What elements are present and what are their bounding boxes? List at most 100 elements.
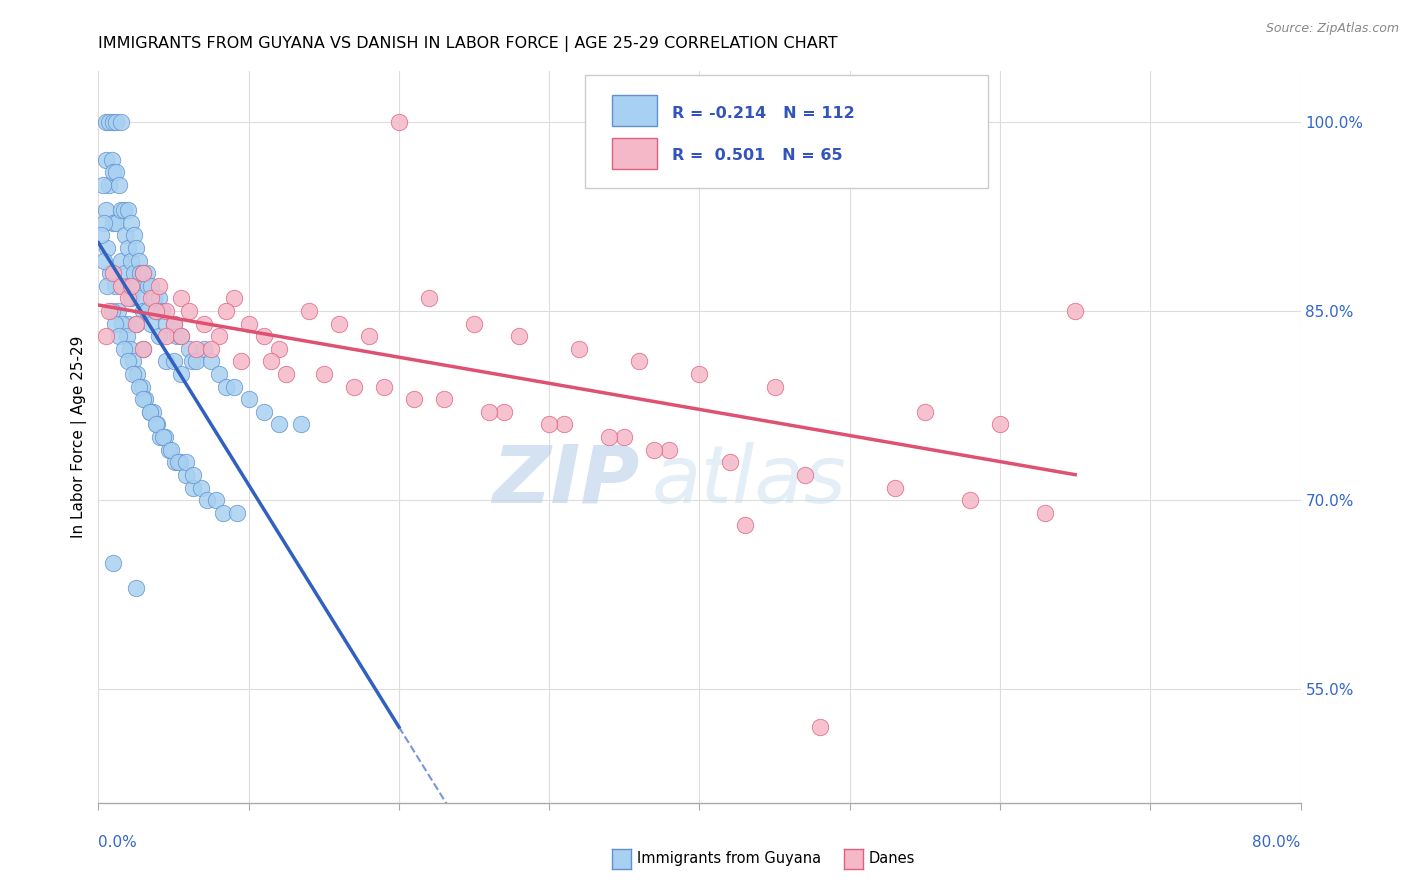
Point: [553, 417, 575, 432]
Point: [136, 278, 159, 293]
Point: [568, 342, 591, 356]
Point: [145, 304, 167, 318]
Point: [139, 317, 162, 331]
Point: [328, 317, 350, 331]
Point: [117, 241, 139, 255]
Point: [108, 329, 131, 343]
Point: [148, 278, 170, 293]
Text: Immigrants from Guyana: Immigrants from Guyana: [637, 852, 821, 866]
Point: [153, 430, 176, 444]
Point: [107, 304, 129, 318]
Point: [628, 354, 651, 368]
Point: [181, 481, 204, 495]
Point: [118, 342, 141, 356]
Point: [290, 417, 312, 432]
Point: [193, 342, 215, 356]
Point: [139, 291, 162, 305]
Point: [148, 291, 170, 305]
Point: [121, 278, 143, 293]
Point: [174, 455, 197, 469]
Point: [101, 153, 124, 167]
Point: [177, 342, 200, 356]
Point: [121, 291, 143, 305]
Point: [181, 467, 204, 482]
Point: [127, 367, 149, 381]
Point: [94, 153, 117, 167]
Text: atlas: atlas: [651, 442, 846, 520]
Point: [157, 442, 180, 457]
Point: [117, 317, 139, 331]
Point: [134, 392, 156, 407]
Point: [184, 342, 207, 356]
Point: [132, 392, 155, 407]
Point: [883, 481, 905, 495]
Point: [111, 317, 134, 331]
Point: [212, 506, 235, 520]
Point: [478, 405, 501, 419]
Point: [162, 354, 184, 368]
Point: [94, 203, 117, 218]
Text: Danes: Danes: [869, 852, 915, 866]
Text: R =  0.501   N = 65: R = 0.501 N = 65: [672, 148, 842, 163]
Point: [145, 417, 167, 432]
Point: [298, 304, 321, 318]
Point: [132, 266, 155, 280]
Point: [125, 278, 148, 293]
Point: [808, 720, 831, 734]
Point: [208, 329, 231, 343]
Point: [128, 253, 150, 268]
Point: [146, 417, 169, 432]
Point: [145, 304, 167, 318]
Point: [103, 115, 125, 129]
Point: [96, 278, 118, 293]
Point: [167, 455, 190, 469]
Point: [658, 442, 681, 457]
Point: [200, 342, 222, 356]
Point: [112, 342, 135, 356]
Point: [763, 379, 786, 393]
Point: [184, 354, 207, 368]
Point: [718, 455, 741, 469]
Point: [231, 354, 253, 368]
Point: [433, 392, 456, 407]
Point: [138, 405, 160, 419]
Point: [100, 266, 122, 280]
Point: [125, 582, 148, 596]
Point: [253, 405, 276, 419]
Point: [170, 329, 193, 343]
Point: [135, 304, 157, 318]
Point: [112, 203, 135, 218]
Point: [959, 493, 981, 508]
Point: [200, 354, 222, 368]
Point: [94, 329, 117, 343]
Point: [90, 228, 112, 243]
Text: 80.0%: 80.0%: [1253, 836, 1301, 850]
Point: [132, 342, 155, 356]
Point: [114, 228, 136, 243]
Point: [139, 278, 162, 293]
Point: [215, 379, 238, 393]
Point: [124, 266, 146, 280]
Point: [170, 291, 193, 305]
Point: [141, 405, 163, 419]
Point: [97, 115, 120, 129]
Point: [128, 379, 150, 393]
Point: [166, 329, 188, 343]
Point: [204, 493, 226, 508]
Point: [117, 203, 139, 218]
Point: [1033, 506, 1056, 520]
Point: [538, 417, 561, 432]
Point: [128, 291, 150, 305]
Point: [643, 442, 665, 457]
Point: [125, 317, 148, 331]
Point: [276, 367, 298, 381]
Point: [170, 329, 193, 343]
Point: [190, 481, 212, 495]
Point: [169, 455, 191, 469]
Point: [93, 216, 115, 230]
Point: [238, 392, 260, 407]
Point: [177, 304, 200, 318]
Text: ZIP: ZIP: [492, 442, 640, 520]
Point: [117, 291, 139, 305]
Point: [138, 405, 160, 419]
